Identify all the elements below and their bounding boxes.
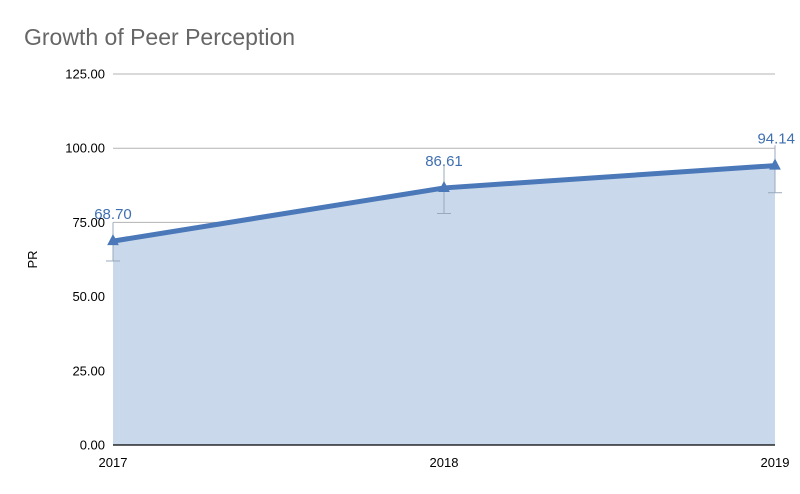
chart-title: Growth of Peer Perception [24,24,296,50]
data-label: 68.70 [94,206,132,223]
y-tick-label: 25.00 [72,363,105,378]
data-point-marker [438,180,450,192]
y-tick-label: 125.00 [65,67,105,82]
y-tick-label: 0.00 [80,438,105,453]
x-tick-label: 2018 [430,455,459,470]
data-point-marker [769,158,781,170]
data-label: 86.61 [425,153,463,170]
data-label: 94.14 [757,131,795,148]
y-tick-label: 50.00 [72,289,105,304]
x-tick-label: 2017 [99,455,128,470]
data-point-marker [107,234,119,246]
y-tick-label: 75.00 [72,215,105,230]
x-tick-label: 2019 [761,455,790,470]
y-tick-label: 100.00 [65,141,105,156]
series-area [113,165,775,446]
y-axis-title: PR [25,250,40,268]
